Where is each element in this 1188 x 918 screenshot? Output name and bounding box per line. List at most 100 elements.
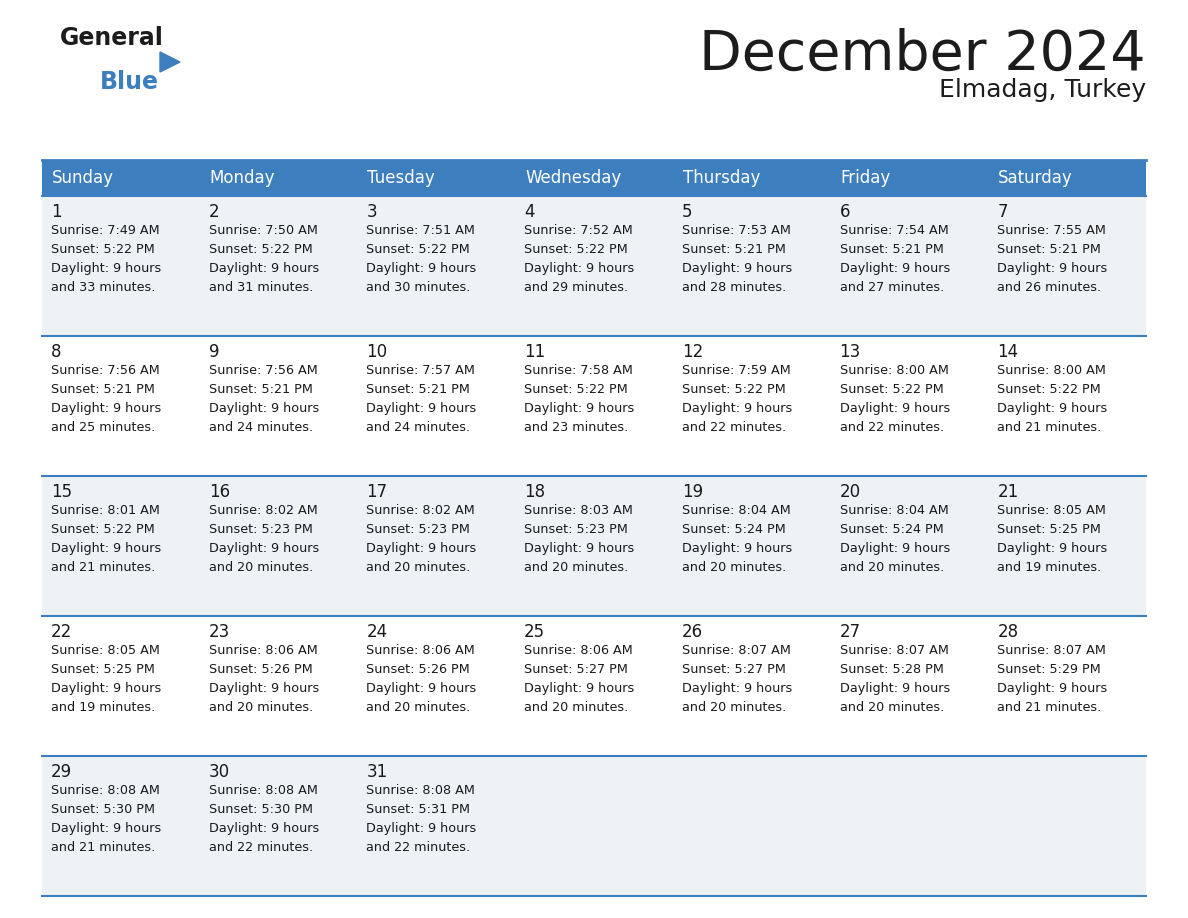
- Bar: [830, 196, 988, 336]
- Bar: [516, 476, 672, 616]
- Text: 28: 28: [997, 623, 1018, 641]
- Bar: [988, 336, 1146, 476]
- Text: Sunrise: 7:53 AM: Sunrise: 7:53 AM: [682, 224, 791, 237]
- Text: and 21 minutes.: and 21 minutes.: [51, 561, 156, 574]
- Text: Daylight: 9 hours: Daylight: 9 hours: [366, 822, 476, 835]
- Bar: [672, 756, 830, 896]
- Bar: [516, 196, 672, 336]
- Text: General: General: [61, 26, 164, 50]
- Text: 7: 7: [997, 203, 1007, 221]
- Text: Sunday: Sunday: [52, 169, 114, 187]
- Text: Sunset: 5:30 PM: Sunset: 5:30 PM: [51, 803, 154, 816]
- Text: Sunset: 5:21 PM: Sunset: 5:21 PM: [366, 383, 470, 396]
- Text: 29: 29: [51, 763, 72, 781]
- Text: Sunrise: 7:57 AM: Sunrise: 7:57 AM: [366, 364, 475, 377]
- Text: and 22 minutes.: and 22 minutes.: [209, 841, 312, 854]
- Text: and 26 minutes.: and 26 minutes.: [997, 281, 1101, 294]
- Text: Sunset: 5:27 PM: Sunset: 5:27 PM: [524, 663, 628, 676]
- Bar: [42, 476, 200, 616]
- Text: and 20 minutes.: and 20 minutes.: [209, 701, 312, 714]
- Text: and 20 minutes.: and 20 minutes.: [840, 561, 943, 574]
- Text: Daylight: 9 hours: Daylight: 9 hours: [366, 542, 476, 555]
- Bar: [830, 756, 988, 896]
- Text: Sunrise: 7:59 AM: Sunrise: 7:59 AM: [682, 364, 790, 377]
- Bar: [358, 336, 516, 476]
- Text: Elmadag, Turkey: Elmadag, Turkey: [939, 78, 1146, 102]
- Text: Sunset: 5:25 PM: Sunset: 5:25 PM: [997, 523, 1101, 536]
- Bar: [42, 756, 200, 896]
- Text: Sunrise: 8:00 AM: Sunrise: 8:00 AM: [840, 364, 948, 377]
- Text: Sunset: 5:23 PM: Sunset: 5:23 PM: [366, 523, 470, 536]
- Text: Daylight: 9 hours: Daylight: 9 hours: [524, 542, 634, 555]
- Text: and 19 minutes.: and 19 minutes.: [997, 561, 1101, 574]
- Text: Daylight: 9 hours: Daylight: 9 hours: [51, 262, 162, 275]
- Text: Sunrise: 7:58 AM: Sunrise: 7:58 AM: [524, 364, 633, 377]
- Text: Daylight: 9 hours: Daylight: 9 hours: [840, 402, 950, 415]
- Text: and 19 minutes.: and 19 minutes.: [51, 701, 156, 714]
- Text: 17: 17: [366, 483, 387, 501]
- Text: Sunrise: 7:54 AM: Sunrise: 7:54 AM: [840, 224, 948, 237]
- Polygon shape: [160, 52, 181, 72]
- Text: Sunset: 5:21 PM: Sunset: 5:21 PM: [209, 383, 312, 396]
- Text: Sunrise: 8:07 AM: Sunrise: 8:07 AM: [840, 644, 948, 657]
- Bar: [358, 476, 516, 616]
- Text: Sunrise: 8:06 AM: Sunrise: 8:06 AM: [366, 644, 475, 657]
- Text: Daylight: 9 hours: Daylight: 9 hours: [997, 402, 1107, 415]
- Text: Sunrise: 7:56 AM: Sunrise: 7:56 AM: [51, 364, 159, 377]
- Text: Sunset: 5:21 PM: Sunset: 5:21 PM: [682, 243, 785, 256]
- Text: Sunset: 5:27 PM: Sunset: 5:27 PM: [682, 663, 785, 676]
- Bar: [988, 196, 1146, 336]
- Bar: [830, 336, 988, 476]
- Bar: [358, 616, 516, 756]
- Text: Sunrise: 7:55 AM: Sunrise: 7:55 AM: [997, 224, 1106, 237]
- Text: and 24 minutes.: and 24 minutes.: [209, 421, 312, 434]
- Text: Daylight: 9 hours: Daylight: 9 hours: [997, 682, 1107, 695]
- Text: and 22 minutes.: and 22 minutes.: [840, 421, 943, 434]
- Text: and 22 minutes.: and 22 minutes.: [682, 421, 786, 434]
- Text: and 29 minutes.: and 29 minutes.: [524, 281, 628, 294]
- Text: Sunset: 5:29 PM: Sunset: 5:29 PM: [997, 663, 1101, 676]
- Text: 9: 9: [209, 343, 220, 361]
- Text: Sunrise: 8:03 AM: Sunrise: 8:03 AM: [524, 504, 633, 517]
- Bar: [672, 196, 830, 336]
- Bar: [516, 336, 672, 476]
- Text: and 31 minutes.: and 31 minutes.: [209, 281, 314, 294]
- Text: Thursday: Thursday: [683, 169, 760, 187]
- Text: Sunrise: 8:08 AM: Sunrise: 8:08 AM: [366, 784, 475, 797]
- Text: Daylight: 9 hours: Daylight: 9 hours: [682, 682, 792, 695]
- Text: and 20 minutes.: and 20 minutes.: [524, 701, 628, 714]
- Text: and 23 minutes.: and 23 minutes.: [524, 421, 628, 434]
- Text: Sunset: 5:22 PM: Sunset: 5:22 PM: [524, 243, 628, 256]
- Text: and 20 minutes.: and 20 minutes.: [366, 561, 470, 574]
- Bar: [830, 616, 988, 756]
- Text: Sunrise: 7:50 AM: Sunrise: 7:50 AM: [209, 224, 317, 237]
- Text: 30: 30: [209, 763, 229, 781]
- Text: 5: 5: [682, 203, 693, 221]
- Text: Daylight: 9 hours: Daylight: 9 hours: [997, 262, 1107, 275]
- Text: and 20 minutes.: and 20 minutes.: [682, 701, 786, 714]
- Bar: [830, 160, 988, 196]
- Text: Sunrise: 8:05 AM: Sunrise: 8:05 AM: [997, 504, 1106, 517]
- Text: 2: 2: [209, 203, 220, 221]
- Text: 6: 6: [840, 203, 851, 221]
- Bar: [516, 616, 672, 756]
- Bar: [200, 160, 358, 196]
- Text: Friday: Friday: [841, 169, 891, 187]
- Text: Sunrise: 7:51 AM: Sunrise: 7:51 AM: [366, 224, 475, 237]
- Text: 19: 19: [682, 483, 703, 501]
- Text: Sunrise: 7:52 AM: Sunrise: 7:52 AM: [524, 224, 633, 237]
- Text: Sunrise: 7:56 AM: Sunrise: 7:56 AM: [209, 364, 317, 377]
- Text: 11: 11: [524, 343, 545, 361]
- Text: Sunset: 5:30 PM: Sunset: 5:30 PM: [209, 803, 312, 816]
- Text: 21: 21: [997, 483, 1018, 501]
- Text: Sunrise: 8:07 AM: Sunrise: 8:07 AM: [682, 644, 791, 657]
- Text: Sunset: 5:23 PM: Sunset: 5:23 PM: [524, 523, 628, 536]
- Text: Daylight: 9 hours: Daylight: 9 hours: [682, 542, 792, 555]
- Text: Wednesday: Wednesday: [525, 169, 621, 187]
- Bar: [516, 160, 672, 196]
- Text: Sunset: 5:22 PM: Sunset: 5:22 PM: [682, 383, 785, 396]
- Text: Daylight: 9 hours: Daylight: 9 hours: [840, 682, 950, 695]
- Text: Sunset: 5:26 PM: Sunset: 5:26 PM: [209, 663, 312, 676]
- Text: 27: 27: [840, 623, 860, 641]
- Bar: [358, 160, 516, 196]
